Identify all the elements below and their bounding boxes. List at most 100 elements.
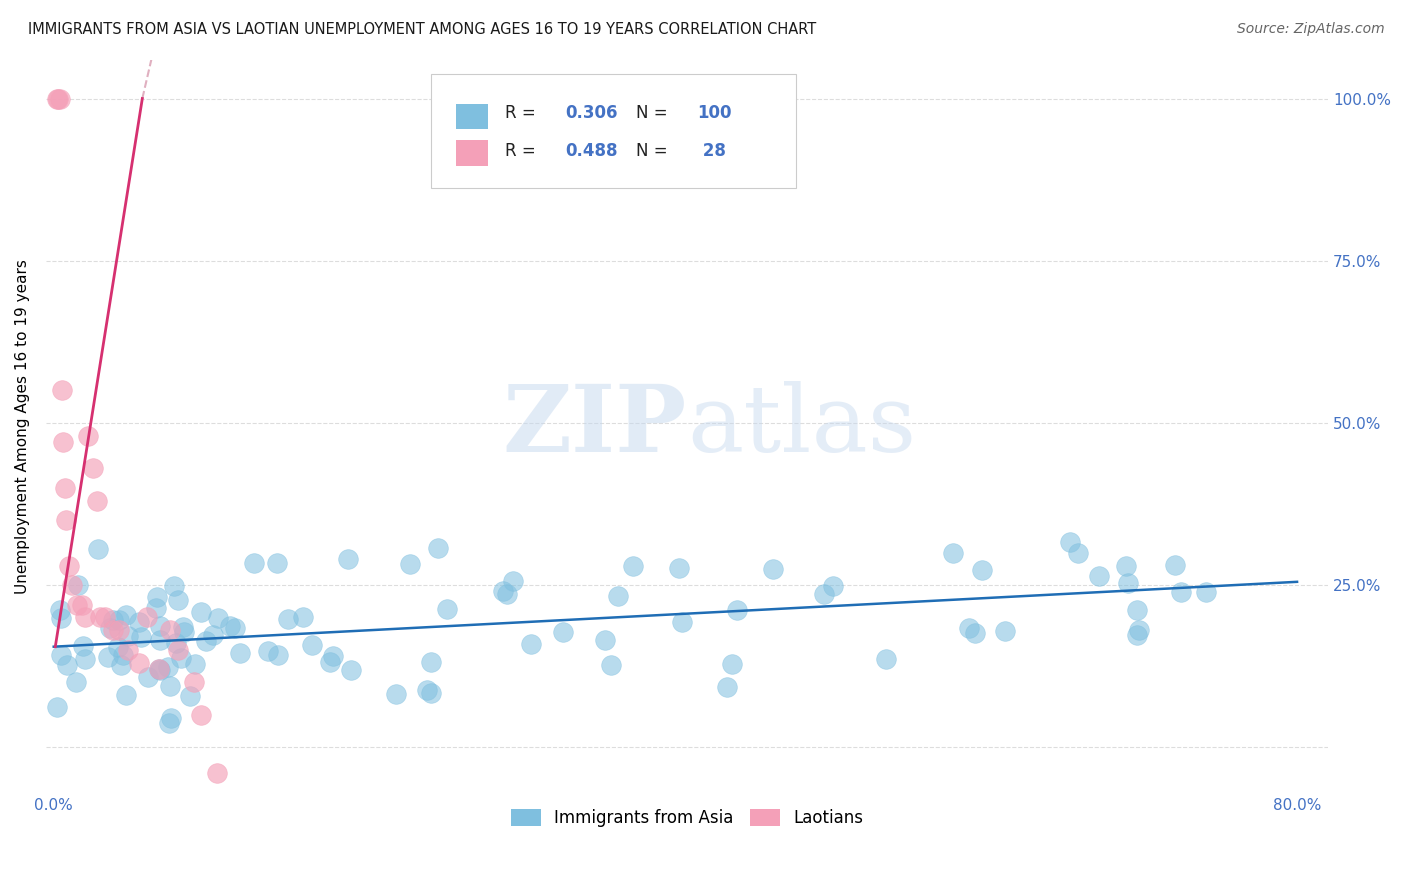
Point: [419, 655, 441, 669]
Point: [821, 579, 844, 593]
Point: [128, 656, 150, 670]
Point: [292, 610, 315, 624]
Text: R =: R =: [505, 142, 541, 161]
Point: [173, 625, 195, 640]
Point: [183, 675, 205, 690]
Legend: Immigrants from Asia, Laotians: Immigrants from Asia, Laotians: [502, 801, 872, 836]
Point: [219, 618, 242, 632]
Point: [553, 624, 575, 639]
Point: [1194, 585, 1216, 599]
Text: N =: N =: [636, 104, 672, 122]
Point: [94, 610, 117, 624]
Text: R =: R =: [505, 104, 541, 122]
Point: [56, 658, 79, 673]
Point: [128, 615, 150, 629]
FancyBboxPatch shape: [457, 140, 488, 166]
Point: [65, 675, 87, 690]
Point: [419, 686, 441, 700]
Text: atlas: atlas: [688, 381, 917, 471]
Point: [502, 574, 524, 589]
Point: [73, 610, 96, 624]
Point: [957, 621, 980, 635]
Text: 100: 100: [697, 104, 731, 122]
Point: [51, 384, 73, 398]
Point: [115, 607, 138, 622]
Point: [101, 613, 124, 627]
Point: [963, 626, 986, 640]
Point: [207, 610, 229, 624]
Point: [66, 598, 89, 612]
Point: [60, 578, 83, 592]
Point: [145, 601, 167, 615]
Point: [89, 610, 111, 624]
Point: [716, 680, 738, 694]
Point: [162, 579, 184, 593]
Point: [1067, 546, 1090, 560]
Point: [224, 622, 246, 636]
Point: [86, 493, 108, 508]
Point: [72, 639, 94, 653]
Point: [190, 605, 212, 619]
Point: [52, 435, 75, 450]
FancyBboxPatch shape: [457, 103, 488, 129]
Point: [170, 651, 193, 665]
Point: [1059, 535, 1081, 549]
Point: [115, 688, 138, 702]
Point: [179, 689, 201, 703]
Y-axis label: Unemployment Among Ages 16 to 19 years: Unemployment Among Ages 16 to 19 years: [15, 259, 30, 593]
Point: [1116, 575, 1139, 590]
Point: [117, 643, 139, 657]
Point: [942, 546, 965, 560]
Point: [190, 707, 212, 722]
Point: [146, 590, 169, 604]
Point: [668, 561, 690, 575]
Point: [436, 602, 458, 616]
Point: [55, 513, 77, 527]
Text: 0.306: 0.306: [565, 104, 617, 122]
Point: [229, 647, 252, 661]
Point: [725, 603, 748, 617]
Point: [111, 648, 134, 663]
Point: [157, 659, 180, 673]
Point: [172, 620, 194, 634]
Point: [45, 91, 67, 105]
Point: [82, 461, 104, 475]
Point: [148, 661, 170, 675]
Point: [416, 683, 439, 698]
Point: [149, 663, 172, 677]
Point: [117, 629, 139, 643]
Point: [48, 91, 70, 105]
Point: [1164, 558, 1187, 572]
Point: [107, 613, 129, 627]
Point: [593, 632, 616, 647]
Point: [160, 711, 183, 725]
Point: [1115, 559, 1137, 574]
Point: [101, 624, 124, 638]
Point: [67, 578, 90, 592]
Point: [267, 648, 290, 662]
Point: [149, 633, 172, 648]
Text: ZIP: ZIP: [503, 381, 688, 471]
Point: [98, 621, 121, 635]
Point: [257, 644, 280, 658]
Point: [994, 624, 1017, 639]
Point: [159, 679, 181, 693]
Point: [496, 587, 519, 601]
Point: [972, 563, 994, 577]
Point: [205, 766, 228, 780]
Point: [108, 624, 131, 638]
Point: [621, 558, 644, 573]
Point: [492, 584, 515, 599]
Point: [136, 610, 159, 624]
Point: [45, 700, 67, 714]
Point: [107, 640, 129, 654]
Point: [49, 603, 72, 617]
Point: [184, 657, 207, 672]
Text: N =: N =: [636, 142, 672, 161]
Point: [339, 664, 361, 678]
Text: Source: ZipAtlas.com: Source: ZipAtlas.com: [1237, 22, 1385, 37]
Point: [49, 91, 72, 105]
Point: [148, 662, 170, 676]
Point: [77, 429, 100, 443]
Point: [606, 590, 628, 604]
